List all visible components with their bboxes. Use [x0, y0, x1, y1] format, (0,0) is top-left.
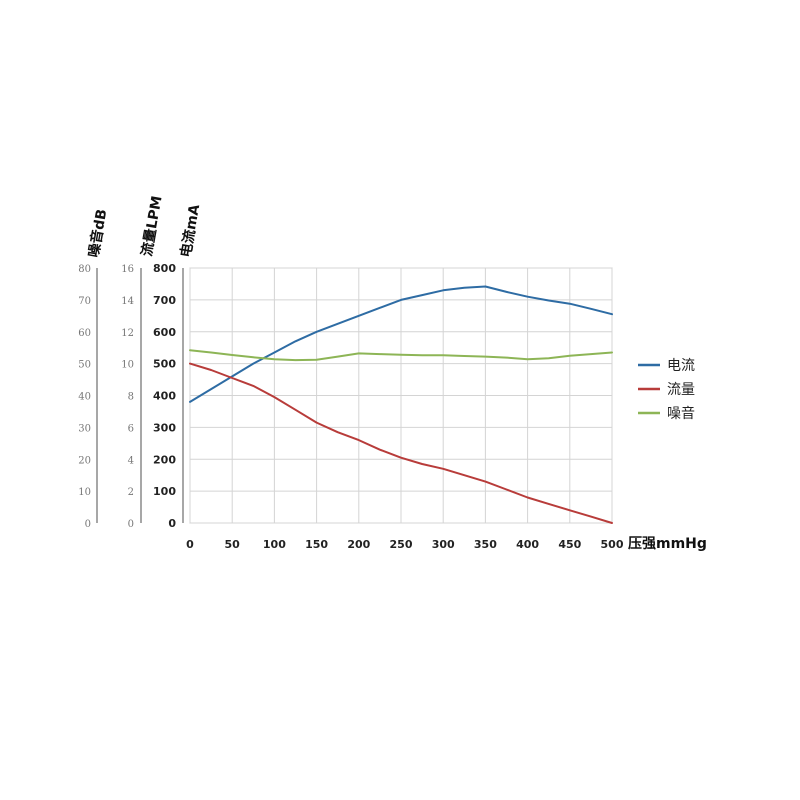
x-tick-label-3: 150	[305, 538, 328, 551]
x-tick-label-6: 300	[432, 538, 455, 551]
y-tick-label-0-1: 70	[78, 296, 91, 307]
y-tick-label-2-3: 500	[153, 358, 176, 371]
y-tick-label-1-3: 10	[121, 360, 134, 371]
y-tick-label-1-8: 0	[128, 519, 134, 530]
y-tick-label-0-3: 50	[78, 360, 91, 371]
y-tick-label-0-8: 0	[85, 519, 91, 530]
y-tick-label-1-1: 14	[121, 296, 134, 307]
y-tick-label-0-6: 20	[78, 455, 91, 466]
series-line-2	[189, 349, 613, 362]
y-tick-label-2-5: 300	[153, 421, 176, 434]
series-lines	[189, 285, 613, 524]
legend-label-0: 电流	[667, 358, 695, 374]
x-tick-label-10: 500	[601, 538, 624, 551]
x-tick-label-0: 0	[186, 538, 194, 551]
y-tick-label-2-4: 400	[153, 390, 176, 403]
x-tick-label-9: 450	[558, 538, 581, 551]
x-tick-label-1: 50	[225, 538, 241, 551]
x-tick-label-4: 200	[347, 538, 370, 551]
legend-label-1: 流量	[667, 382, 695, 398]
x-tick-label-5: 250	[390, 538, 413, 551]
x-tick-label-8: 400	[516, 538, 539, 551]
y-tick-label-0-7: 10	[78, 487, 91, 498]
plot-grid	[189, 267, 613, 524]
x-tick-label-7: 350	[474, 538, 497, 551]
axes: 80706050403020100噪音dB1614121086420流量LPM8…	[78, 195, 707, 552]
y-axis-title-0: 噪音dB	[85, 208, 110, 259]
y-tick-label-0-0: 80	[78, 264, 91, 275]
y-tick-label-2-2: 600	[153, 326, 176, 339]
y-tick-label-2-1: 700	[153, 294, 176, 307]
legend-label-2: 噪音	[667, 405, 695, 422]
y-tick-label-0-5: 30	[78, 423, 91, 434]
y-tick-label-1-4: 8	[128, 392, 134, 403]
series-line-0	[189, 285, 613, 403]
y-tick-label-0-2: 60	[78, 328, 91, 339]
y-tick-label-1-5: 6	[128, 423, 134, 434]
y-tick-label-1-2: 12	[121, 328, 134, 339]
y-tick-label-0-4: 40	[78, 392, 91, 403]
x-axis-title: 压强mmHg	[628, 536, 707, 552]
y-tick-label-2-8: 0	[168, 517, 176, 530]
y-axis-title-1: 流量LPM	[138, 195, 165, 258]
y-tick-label-2-7: 100	[153, 485, 176, 498]
y-tick-label-2-0: 800	[153, 262, 176, 275]
y-tick-label-2-6: 200	[153, 453, 176, 466]
y-tick-label-1-0: 16	[121, 264, 134, 275]
y-tick-label-1-6: 4	[128, 455, 134, 466]
series-line-1	[189, 362, 613, 524]
x-tick-label-2: 100	[263, 538, 286, 551]
y-tick-label-1-7: 2	[128, 487, 134, 498]
y-axis-title-2: 电流mA	[177, 203, 203, 259]
